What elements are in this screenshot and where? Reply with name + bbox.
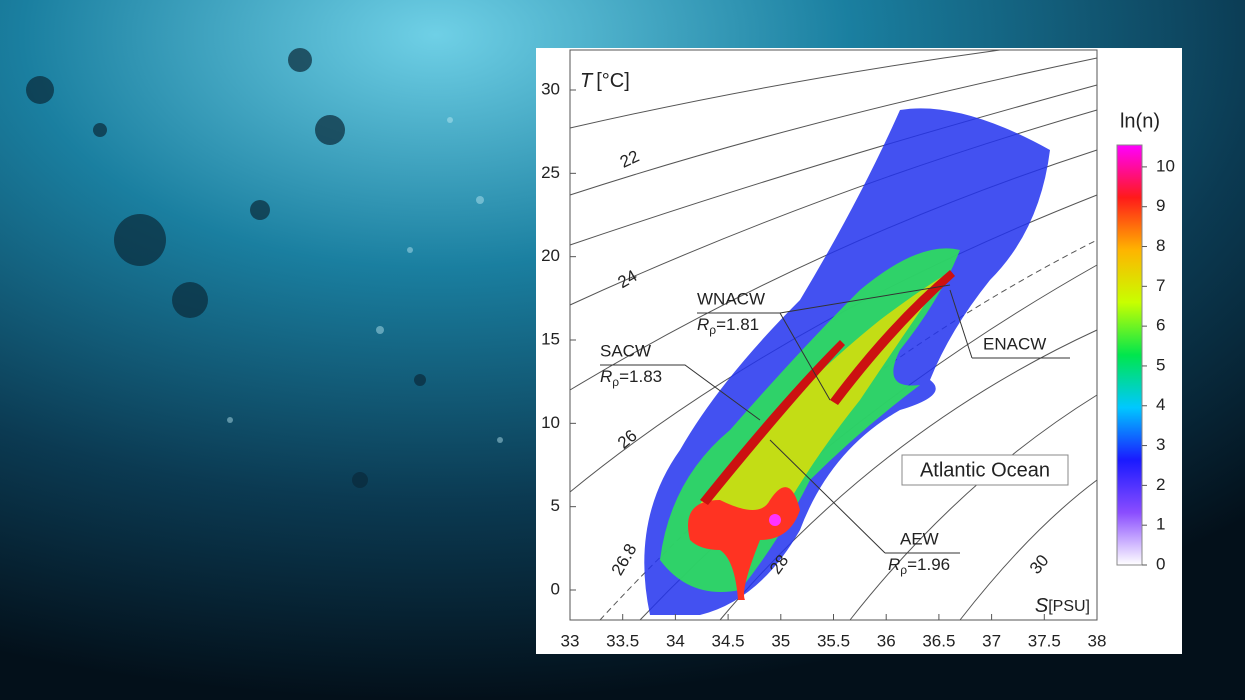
ratio-value: =1.83 (619, 367, 662, 386)
y-axis-label: T [°C] (580, 70, 630, 92)
x-tick-label: 34 (666, 631, 685, 650)
y-tick-label: 10 (541, 413, 560, 432)
x-tick-label: 34.5 (712, 631, 745, 650)
x-tick-label: 33 (561, 631, 580, 650)
x-tick-label: 33.5 (606, 631, 639, 650)
annotation-ratio: Rρ=1.96 (888, 555, 950, 577)
ratio-symbol: R (600, 367, 612, 386)
ratio-value: =1.96 (907, 555, 950, 574)
colorbar-tick-label: 3 (1156, 435, 1165, 454)
x-axis-label: S[PSU] (1035, 595, 1090, 617)
y-tick-label: 30 (541, 79, 560, 98)
region-box (901, 454, 1069, 486)
ratio-subscript: ρ (709, 323, 716, 337)
x-tick-label: 36 (877, 631, 896, 650)
region-label: Atlantic Ocean (920, 459, 1050, 481)
y-tick-label: 25 (541, 163, 560, 182)
colorbar-tick-label: 5 (1156, 355, 1165, 374)
colorbar-tick-label: 0 (1156, 554, 1165, 573)
y-tick-label: 0 (551, 579, 560, 598)
ratio-subscript: ρ (900, 563, 907, 577)
ratio-symbol: R (888, 555, 900, 574)
annotation-name: SACW (600, 341, 651, 360)
y-axis-unit: [°C] (596, 70, 630, 92)
annotation-name: WNACW (697, 289, 765, 308)
x-tick-label: 38 (1088, 631, 1107, 650)
x-tick-label: 35 (771, 631, 790, 650)
ratio-subscript: ρ (612, 375, 619, 389)
colorbar-tick-label: 8 (1156, 236, 1165, 255)
ratio-symbol: R (697, 315, 709, 334)
annotation-ratio: Rρ=1.81 (697, 315, 759, 337)
x-axis-symbol: S (1035, 595, 1049, 617)
colorbar-tick-label: 7 (1156, 276, 1165, 295)
colorbar-tick-label: 9 (1156, 196, 1165, 215)
x-tick-label: 36.5 (922, 631, 955, 650)
annotation-leaders (600, 284, 1070, 554)
colorbar-tick-label: 4 (1156, 395, 1165, 414)
x-tick-label: 37 (982, 631, 1001, 650)
colorbar (1116, 144, 1143, 566)
colorbar-tick-label: 10 (1156, 156, 1175, 175)
y-tick-label: 5 (551, 496, 560, 515)
ratio-value: =1.81 (716, 315, 759, 334)
annotation-ratio: Rρ=1.83 (600, 367, 662, 389)
y-tick-label: 15 (541, 329, 560, 348)
x-axis-unit: [PSU] (1048, 598, 1090, 615)
colorbar-title: ln(n) (1120, 110, 1160, 132)
annotation-name: AEW (900, 529, 939, 548)
y-axis-symbol: T (580, 70, 594, 92)
colorbar-tick-label: 1 (1156, 515, 1165, 534)
density-cloud (644, 108, 1050, 615)
annotation-name: ENACW (983, 334, 1046, 353)
x-tick-label: 35.5 (817, 631, 850, 650)
x-tick-label: 37.5 (1028, 631, 1061, 650)
colorbar-tick-label: 6 (1156, 316, 1165, 335)
colorbar-tick-label: 2 (1156, 475, 1165, 494)
y-tick-label: 20 (541, 246, 560, 265)
